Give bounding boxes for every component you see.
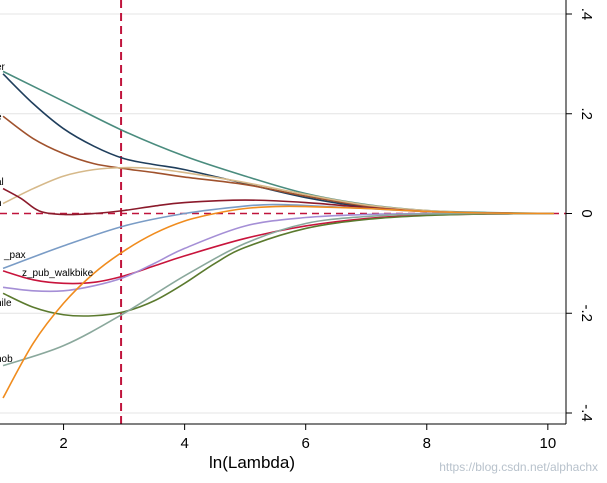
x-axis-title: ln(Lambda) xyxy=(209,453,295,472)
y-tick-label-1: .2 xyxy=(578,107,595,120)
x-tick-label-4: 10 xyxy=(539,435,556,452)
x-tick-label-0: 2 xyxy=(59,435,67,452)
x-ticks: 2 4 6 8 10 xyxy=(59,424,556,452)
series-label-5: _pax xyxy=(3,250,26,261)
series-lines xyxy=(2,70,554,399)
series-label-3: al xyxy=(0,177,4,188)
series-line-2 xyxy=(2,115,554,215)
series-line-10 xyxy=(2,205,554,399)
series-line-9 xyxy=(2,212,554,367)
y-tick-label-2: 0 xyxy=(578,209,595,217)
series-label-9: hob xyxy=(0,354,13,365)
series-label-0: er xyxy=(0,62,6,73)
series-line-8 xyxy=(2,212,554,317)
series-line-1 xyxy=(2,73,554,215)
watermark: https://blog.csdn.net/alphachx xyxy=(439,460,598,474)
y-ticks: .4 .2 0 -.2 -.4 xyxy=(566,8,595,422)
series-line-3 xyxy=(2,166,554,215)
y-tick-label-0: .4 xyxy=(578,8,595,21)
y-tick-label-3: -.2 xyxy=(578,304,595,322)
series-label-6: z_pub_walkbike xyxy=(22,268,94,279)
x-tick-label-1: 4 xyxy=(180,435,188,452)
series-line-4 xyxy=(2,187,554,216)
axes xyxy=(0,0,567,425)
y-tick-label-4: -.4 xyxy=(578,404,595,422)
series-label-4: h xyxy=(0,198,2,209)
x-tick-label-2: 6 xyxy=(302,435,310,452)
x-tick-label-3: 8 xyxy=(423,435,431,452)
series-label-2: e xyxy=(0,112,2,123)
grid-lines xyxy=(0,13,566,414)
series-label-8: hile xyxy=(0,298,12,309)
